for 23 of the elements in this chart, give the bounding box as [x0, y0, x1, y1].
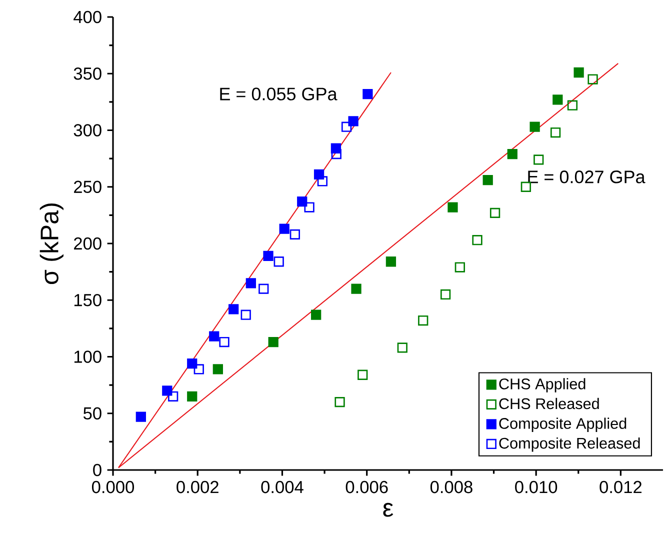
y-tick-label: 50 [83, 407, 102, 420]
legend-label: CHS Applied [499, 378, 586, 392]
y-axis-title: σ (kPa) [40, 204, 64, 284]
y-tick-label: 300 [74, 124, 102, 136]
y-tick-label: 0 [93, 464, 102, 476]
y-tick-label: 400 [74, 10, 102, 24]
y-tick-label: 250 [74, 180, 102, 194]
x-tick-label: 0.000 [92, 480, 134, 494]
legend-label: Composite Applied [499, 418, 626, 432]
x-axis-title: ε [383, 502, 394, 517]
x-tick-label: 0.010 [515, 480, 558, 494]
y-tick-label: 200 [74, 237, 102, 250]
y-tick-label: 100 [74, 350, 102, 363]
legend-label: CHS Released [499, 398, 599, 410]
x-tick-label: 0.008 [430, 480, 472, 494]
x-tick-label: 0.012 [600, 480, 642, 494]
x-tick-label: 0.006 [346, 480, 388, 494]
x-tick-label: 0.002 [176, 480, 218, 494]
y-tick-label: 150 [74, 294, 102, 306]
legend-label: Composite Released [499, 437, 640, 452]
annotation: E = 0.055 GPa [220, 88, 338, 100]
x-tick-label: 0.004 [261, 480, 304, 494]
y-tick-label: 350 [74, 67, 102, 80]
